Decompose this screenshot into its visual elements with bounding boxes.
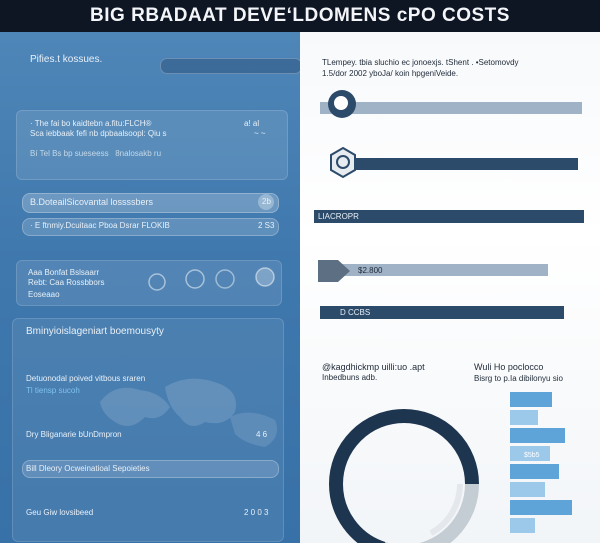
- hbar-3: [314, 210, 584, 223]
- row-d-label: Bill Dleory Ocweinatioal Sepoieties: [26, 464, 150, 473]
- map-caption: Detuonodal poived vitbous sraren: [26, 374, 146, 383]
- hbar-5: [320, 306, 564, 319]
- block2-line-3: Eoseaao: [28, 290, 60, 299]
- hist-bar: [510, 428, 565, 443]
- info-line-3: Bí Tel Bs bp sueseess 8nalosakb ru: [30, 149, 162, 158]
- block2-line-2: Rebt: Caa Rossbbors: [28, 278, 105, 287]
- row-e-label: Geu Giw lovsibeed: [26, 508, 94, 517]
- world-map-icon: [100, 378, 278, 447]
- info-block-1: [16, 110, 288, 180]
- header-pill: [160, 58, 300, 74]
- hist-bar: [510, 410, 538, 425]
- hbar-1: [320, 102, 582, 114]
- hbar-5-label: D CCBS: [340, 308, 371, 317]
- hist-bar: [510, 446, 550, 461]
- row-a-icon: [258, 194, 274, 210]
- row-d[interactable]: [22, 460, 279, 478]
- donut-sub: Inbedbuns adb.: [322, 373, 378, 382]
- section-2-panel: [12, 318, 284, 542]
- block2-line-1: Aaa Bonfat Bslsaarr: [28, 268, 100, 277]
- row-a-badge: 2b: [262, 197, 271, 206]
- histogram: [510, 392, 600, 542]
- hist-sub: Bisrg to p.Ia dibilonyu sio: [474, 374, 563, 383]
- row-a[interactable]: [22, 193, 279, 213]
- hist-title: Wuli Ho poclocco: [474, 362, 544, 372]
- row-b[interactable]: [22, 218, 279, 236]
- donut-title: @kagdhickmp uilli:uo .apt: [322, 362, 425, 372]
- intro-line-1: TLempey. tbia sluchio ec jonoexjs. tShen…: [322, 58, 519, 67]
- hbar-2: [352, 158, 578, 170]
- hbar-3-label: LIACROPR: [318, 212, 359, 221]
- row-a-label: B.DoteailSicovantal lossssbers: [30, 197, 154, 207]
- right-panel: TLempey. tbia sluchio ec jonoexjs. tShen…: [300, 32, 600, 543]
- info-line-2: Sca iebbaak fefi nb dpbaalsoopl: Qiu s: [30, 129, 167, 138]
- map-sub: Tl tiensp sucoh: [26, 386, 80, 395]
- row-b-badge: 2 S3: [258, 221, 275, 230]
- row-c-label: Dry Bliganarie bUnDmpron: [26, 430, 122, 439]
- info-line-1: · The fai bo kaidtebn a.fitu:FLCH®: [30, 119, 152, 128]
- gear-icon: [330, 146, 356, 179]
- row-e-badge: 2 0 0 3: [244, 508, 269, 517]
- row-c-badge: 4 6: [256, 430, 268, 439]
- cloud-icon: [148, 267, 275, 291]
- hbar-4-label: $2.800: [358, 266, 383, 275]
- hist-bar: [510, 500, 572, 515]
- intro-line-2: 1.5/dor 2002 yboJa/ koin hpgeniVeide.: [322, 69, 459, 78]
- hist-label: $5b5: [524, 452, 540, 459]
- left-panel: Pifies.t kossues. · The fai bo kaidtebn …: [0, 32, 300, 543]
- hist-bar: [510, 518, 535, 533]
- left-heading: Pifies.t kossues.: [30, 54, 103, 65]
- hist-bar: [510, 392, 552, 407]
- hbar-4: [336, 264, 548, 276]
- hist-bar: [510, 482, 545, 497]
- row-b-label: · E ftnmiy.Dcuitaac Pboa Dsrar FLOKIB: [30, 221, 170, 230]
- hbar-1-icon-inner: [334, 96, 348, 110]
- info-line-1-right: a! al: [244, 119, 260, 128]
- page-title: BIG RBADAAT DEVEʻLDOMENS ᴄPO COSTS: [0, 0, 600, 32]
- info-line-2-right: ~ ~: [254, 129, 266, 138]
- donut-chart: [329, 409, 479, 543]
- arrow-icon: [318, 260, 350, 282]
- hist-bar: [510, 464, 559, 479]
- section-2-heading: Bminyioislageniart boemousyty: [26, 326, 164, 337]
